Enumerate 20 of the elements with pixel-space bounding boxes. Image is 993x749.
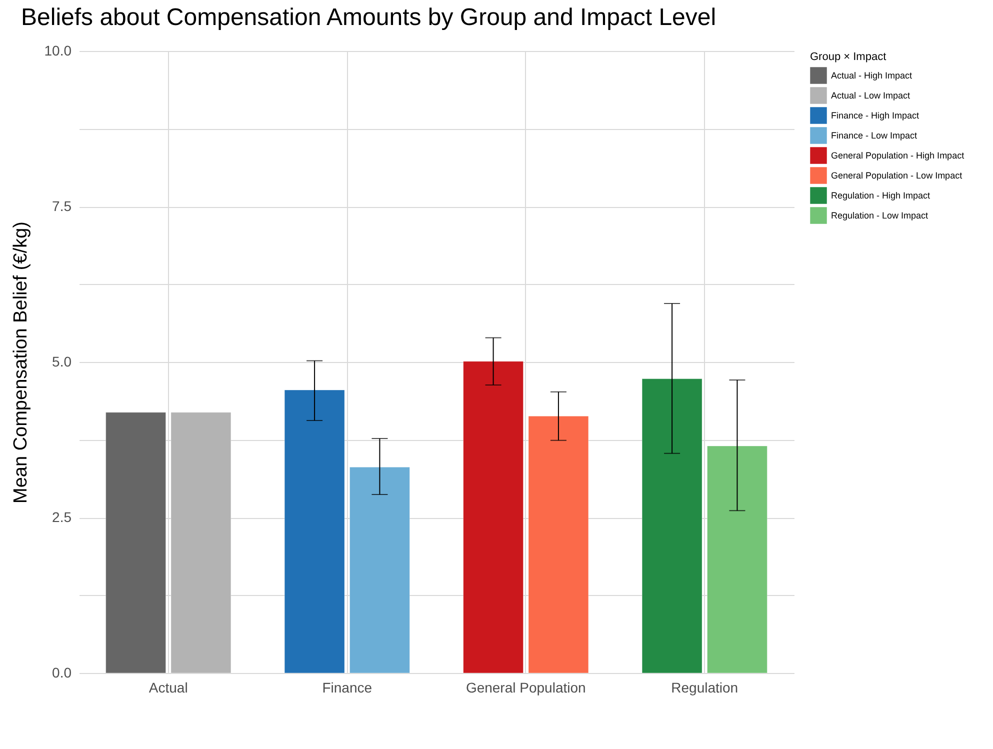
legend-label: Actual - High Impact <box>831 70 913 80</box>
y-tick-label: 5.0 <box>52 354 72 370</box>
legend-label: General Population - Low Impact <box>831 170 963 180</box>
chart-title: Beliefs about Compensation Amounts by Group and Impact Level <box>21 4 716 31</box>
y-tick-label: 7.5 <box>52 198 72 214</box>
x-tick-label: Actual <box>148 680 188 696</box>
legend-label: Finance - High Impact <box>831 110 920 120</box>
y-tick-label: 0.0 <box>52 664 72 680</box>
y-axis-title: Mean Compensation Belief (€/kg) <box>10 222 32 504</box>
x-tick-label: General Population <box>466 680 586 696</box>
legend-label: Regulation - High Impact <box>831 190 931 200</box>
x-tick-label: Finance <box>322 680 372 696</box>
y-tick-label: 2.5 <box>52 509 72 525</box>
legend-title: Group × Impact <box>810 51 886 63</box>
x-tick-label: Regulation <box>671 680 738 696</box>
y-tick-label: 10.0 <box>44 42 72 58</box>
legend-label: Regulation - Low Impact <box>831 210 929 220</box>
legend-label: Finance - Low Impact <box>831 130 918 140</box>
legend-label: Actual - Low Impact <box>831 90 911 100</box>
legend-label: General Population - High Impact <box>831 150 965 160</box>
